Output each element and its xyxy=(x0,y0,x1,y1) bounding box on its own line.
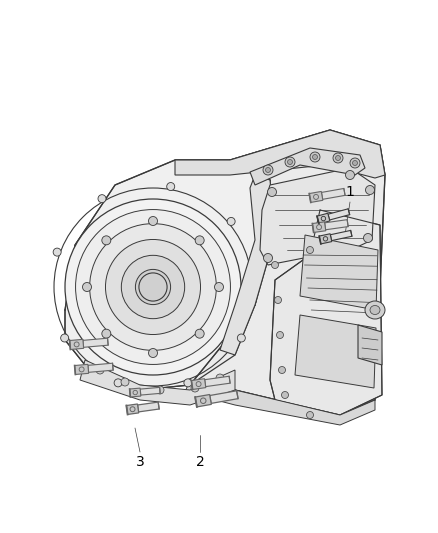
Circle shape xyxy=(102,329,111,338)
Circle shape xyxy=(215,282,223,292)
Ellipse shape xyxy=(106,239,201,335)
Polygon shape xyxy=(319,234,332,244)
Polygon shape xyxy=(195,394,212,407)
Polygon shape xyxy=(300,235,378,310)
Circle shape xyxy=(282,392,289,399)
Circle shape xyxy=(184,379,192,387)
Circle shape xyxy=(346,171,354,180)
Circle shape xyxy=(265,167,271,173)
Polygon shape xyxy=(205,376,230,386)
Polygon shape xyxy=(83,338,108,348)
Circle shape xyxy=(275,296,282,303)
Circle shape xyxy=(264,254,272,262)
Polygon shape xyxy=(317,213,330,224)
Circle shape xyxy=(365,185,374,195)
Polygon shape xyxy=(270,210,382,415)
Polygon shape xyxy=(312,222,326,232)
Text: 2: 2 xyxy=(196,455,205,469)
Circle shape xyxy=(191,384,199,392)
Polygon shape xyxy=(138,402,159,412)
Circle shape xyxy=(195,236,204,245)
Circle shape xyxy=(96,366,104,374)
Circle shape xyxy=(287,159,293,165)
Circle shape xyxy=(98,195,106,203)
Polygon shape xyxy=(130,388,141,397)
Circle shape xyxy=(353,160,357,166)
Polygon shape xyxy=(328,209,350,220)
Polygon shape xyxy=(74,365,88,375)
Ellipse shape xyxy=(121,255,185,319)
Ellipse shape xyxy=(370,305,380,314)
Circle shape xyxy=(272,262,279,269)
Ellipse shape xyxy=(65,199,241,375)
Circle shape xyxy=(53,248,61,256)
Ellipse shape xyxy=(135,269,170,304)
Circle shape xyxy=(102,236,111,245)
Circle shape xyxy=(336,156,340,160)
Circle shape xyxy=(268,188,276,197)
Polygon shape xyxy=(88,363,113,373)
Polygon shape xyxy=(295,315,376,388)
Circle shape xyxy=(114,379,122,387)
Polygon shape xyxy=(220,175,275,355)
Circle shape xyxy=(156,386,164,394)
Circle shape xyxy=(121,378,129,386)
Polygon shape xyxy=(80,360,235,405)
Circle shape xyxy=(285,157,295,167)
Polygon shape xyxy=(309,191,323,203)
Polygon shape xyxy=(190,130,385,415)
Circle shape xyxy=(333,153,343,163)
Ellipse shape xyxy=(139,273,167,301)
Polygon shape xyxy=(325,220,348,230)
Polygon shape xyxy=(260,168,375,265)
Polygon shape xyxy=(175,130,385,178)
Text: 3: 3 xyxy=(136,455,145,469)
Ellipse shape xyxy=(76,209,230,365)
Text: 1: 1 xyxy=(346,185,354,199)
Polygon shape xyxy=(321,189,345,199)
Polygon shape xyxy=(330,230,352,240)
Polygon shape xyxy=(65,160,275,390)
Polygon shape xyxy=(140,387,160,395)
Polygon shape xyxy=(210,391,238,403)
Polygon shape xyxy=(358,325,382,365)
Circle shape xyxy=(216,374,224,382)
Circle shape xyxy=(310,152,320,162)
Polygon shape xyxy=(185,380,375,425)
Polygon shape xyxy=(250,148,365,185)
Circle shape xyxy=(148,349,158,358)
Polygon shape xyxy=(191,378,206,390)
Polygon shape xyxy=(70,340,84,350)
Circle shape xyxy=(307,246,314,254)
Circle shape xyxy=(82,282,92,292)
Circle shape xyxy=(167,182,175,191)
Circle shape xyxy=(227,217,235,225)
Ellipse shape xyxy=(365,301,385,319)
Circle shape xyxy=(61,334,69,342)
Circle shape xyxy=(263,165,273,175)
Ellipse shape xyxy=(90,224,216,350)
Circle shape xyxy=(237,334,245,342)
Circle shape xyxy=(307,411,314,418)
Circle shape xyxy=(350,158,360,168)
Circle shape xyxy=(279,367,286,374)
Circle shape xyxy=(364,233,372,243)
Polygon shape xyxy=(127,404,139,415)
Circle shape xyxy=(148,216,158,225)
Circle shape xyxy=(312,155,318,159)
Circle shape xyxy=(276,332,283,338)
Circle shape xyxy=(195,329,204,338)
